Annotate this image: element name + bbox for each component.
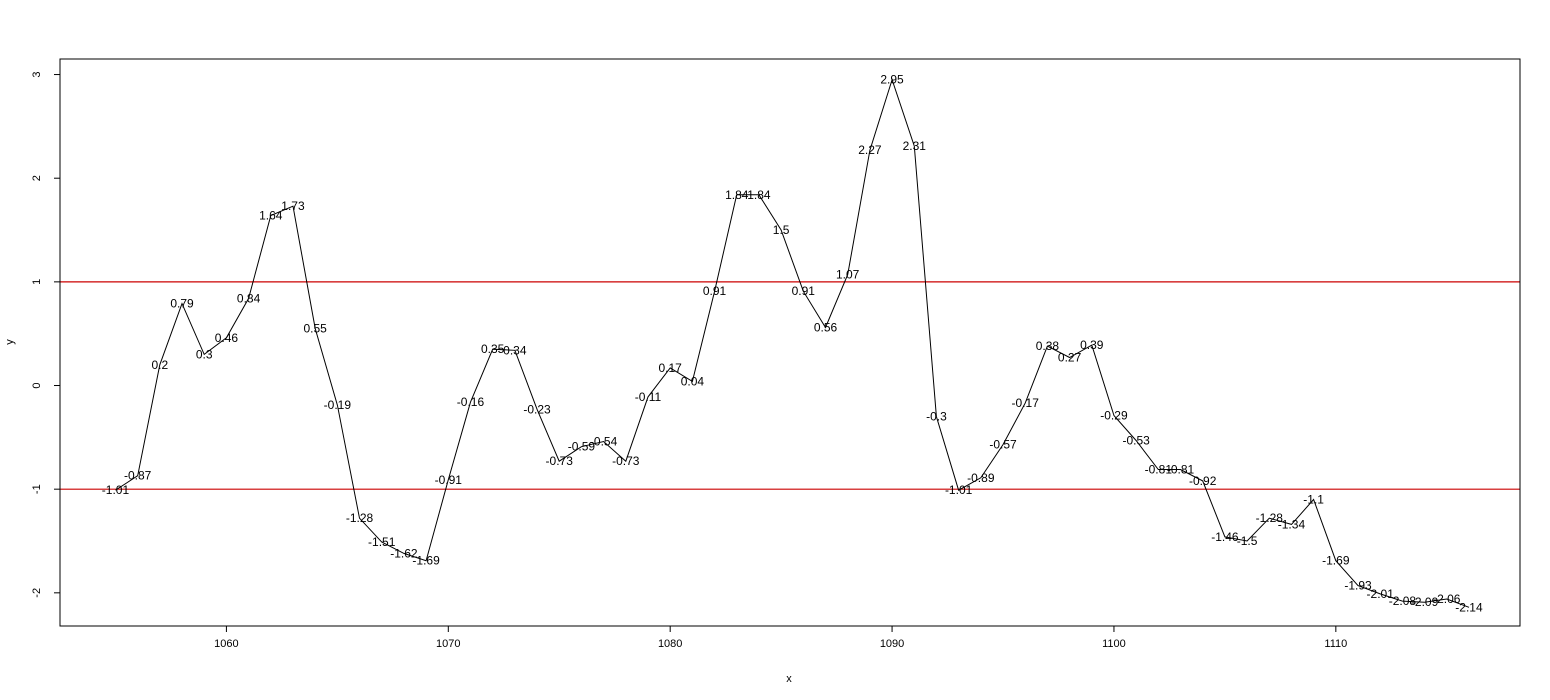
series-line — [115, 78, 1470, 608]
y-tick-label: 3 — [31, 71, 43, 77]
data-label: -0.3 — [926, 410, 947, 424]
data-label: 0.2 — [152, 358, 169, 372]
data-label: -1.51 — [368, 535, 396, 549]
x-tick-label: 1100 — [1102, 638, 1126, 650]
data-label: -0.17 — [1012, 396, 1040, 410]
data-label: -0.16 — [457, 395, 485, 409]
y-axis: -2 -1 0 1 2 3 — [31, 71, 61, 598]
data-label: -2.08 — [1389, 594, 1417, 608]
data-label: -0.23 — [523, 402, 551, 416]
data-label: 2.27 — [858, 143, 882, 157]
data-label: -1.01 — [102, 483, 130, 497]
data-label: -1.62 — [390, 546, 418, 560]
data-label: -2.01 — [1367, 587, 1395, 601]
data-label: -0.11 — [635, 390, 662, 404]
y-tick-label: -1 — [31, 484, 43, 494]
data-labels: -1.01-0.870.20.790.30.460.841.641.730.55… — [102, 73, 1483, 615]
data-label: -0.53 — [1122, 433, 1150, 447]
data-label: -1.69 — [412, 554, 440, 568]
data-label: 0.35 — [481, 342, 505, 356]
data-label: -0.81 — [1145, 462, 1173, 476]
data-label: 0.04 — [681, 374, 705, 388]
data-label: -2.09 — [1411, 595, 1439, 609]
data-label: 1.07 — [836, 268, 860, 282]
y-tick-label: 0 — [31, 382, 43, 388]
data-series — [115, 78, 1470, 608]
data-label: -1.93 — [1344, 579, 1372, 593]
data-label: 2.95 — [880, 73, 904, 87]
data-label: -0.19 — [324, 398, 352, 412]
data-label: -2.06 — [1433, 592, 1461, 606]
x-tick-label: 1070 — [436, 638, 460, 650]
data-label: 0.91 — [792, 284, 816, 298]
y-axis-label: y — [4, 339, 16, 345]
data-label: 0.46 — [215, 331, 239, 345]
data-label: 0.39 — [1080, 338, 1104, 352]
data-label: -0.59 — [568, 440, 596, 454]
y-tick-label: 2 — [31, 175, 43, 181]
data-label: 0.38 — [1036, 339, 1060, 353]
x-tick-label: 1060 — [214, 638, 238, 650]
data-label: -1.69 — [1322, 554, 1350, 568]
data-label: 0.34 — [503, 343, 527, 357]
data-label: -1.5 — [1237, 534, 1258, 548]
data-label: 0.55 — [303, 322, 327, 336]
data-label: 1.84 — [747, 188, 771, 202]
data-label: -1.28 — [1256, 511, 1284, 525]
reference-lines — [60, 281, 1520, 490]
data-label: -0.73 — [546, 454, 574, 468]
x-tick-label: 1080 — [658, 638, 682, 650]
data-label: -0.89 — [967, 471, 995, 485]
data-label: -0.54 — [590, 434, 618, 448]
data-label: 0.3 — [196, 347, 213, 361]
x-tick-label: 1090 — [880, 638, 904, 650]
data-label: -0.87 — [124, 469, 152, 483]
data-label: -1.01 — [945, 483, 973, 497]
data-label: -0.57 — [989, 438, 1017, 452]
x-axis-label: x — [786, 673, 792, 685]
data-label: -0.92 — [1189, 474, 1217, 488]
data-label: 0.27 — [1058, 351, 1082, 365]
data-label: 0.91 — [703, 284, 727, 298]
data-label: 1.5 — [773, 223, 790, 237]
data-label: -0.91 — [435, 473, 463, 487]
data-label: 1.73 — [281, 199, 305, 213]
y-tick-label: -2 — [31, 588, 43, 598]
data-label: 2.31 — [903, 139, 927, 153]
data-label: -0.29 — [1100, 409, 1128, 423]
data-label: 1.64 — [259, 209, 283, 223]
data-label: -1.1 — [1303, 493, 1324, 507]
data-label: -0.73 — [612, 454, 640, 468]
data-label: -1.34 — [1278, 517, 1306, 531]
x-tick-label: 1110 — [1324, 638, 1347, 650]
y-tick-label: 1 — [31, 279, 43, 285]
data-label: -0.81 — [1167, 462, 1195, 476]
data-label: 0.17 — [659, 361, 683, 375]
x-axis: 1060 1070 1080 1090 1100 1110 — [214, 625, 1347, 650]
data-label: -1.28 — [346, 511, 374, 525]
data-label: -2.14 — [1455, 600, 1483, 614]
data-label: 1.84 — [725, 188, 749, 202]
data-label: 0.56 — [814, 320, 838, 334]
data-label: -1.46 — [1211, 530, 1239, 544]
data-label: 0.84 — [237, 291, 261, 305]
data-label: 0.79 — [170, 297, 194, 311]
